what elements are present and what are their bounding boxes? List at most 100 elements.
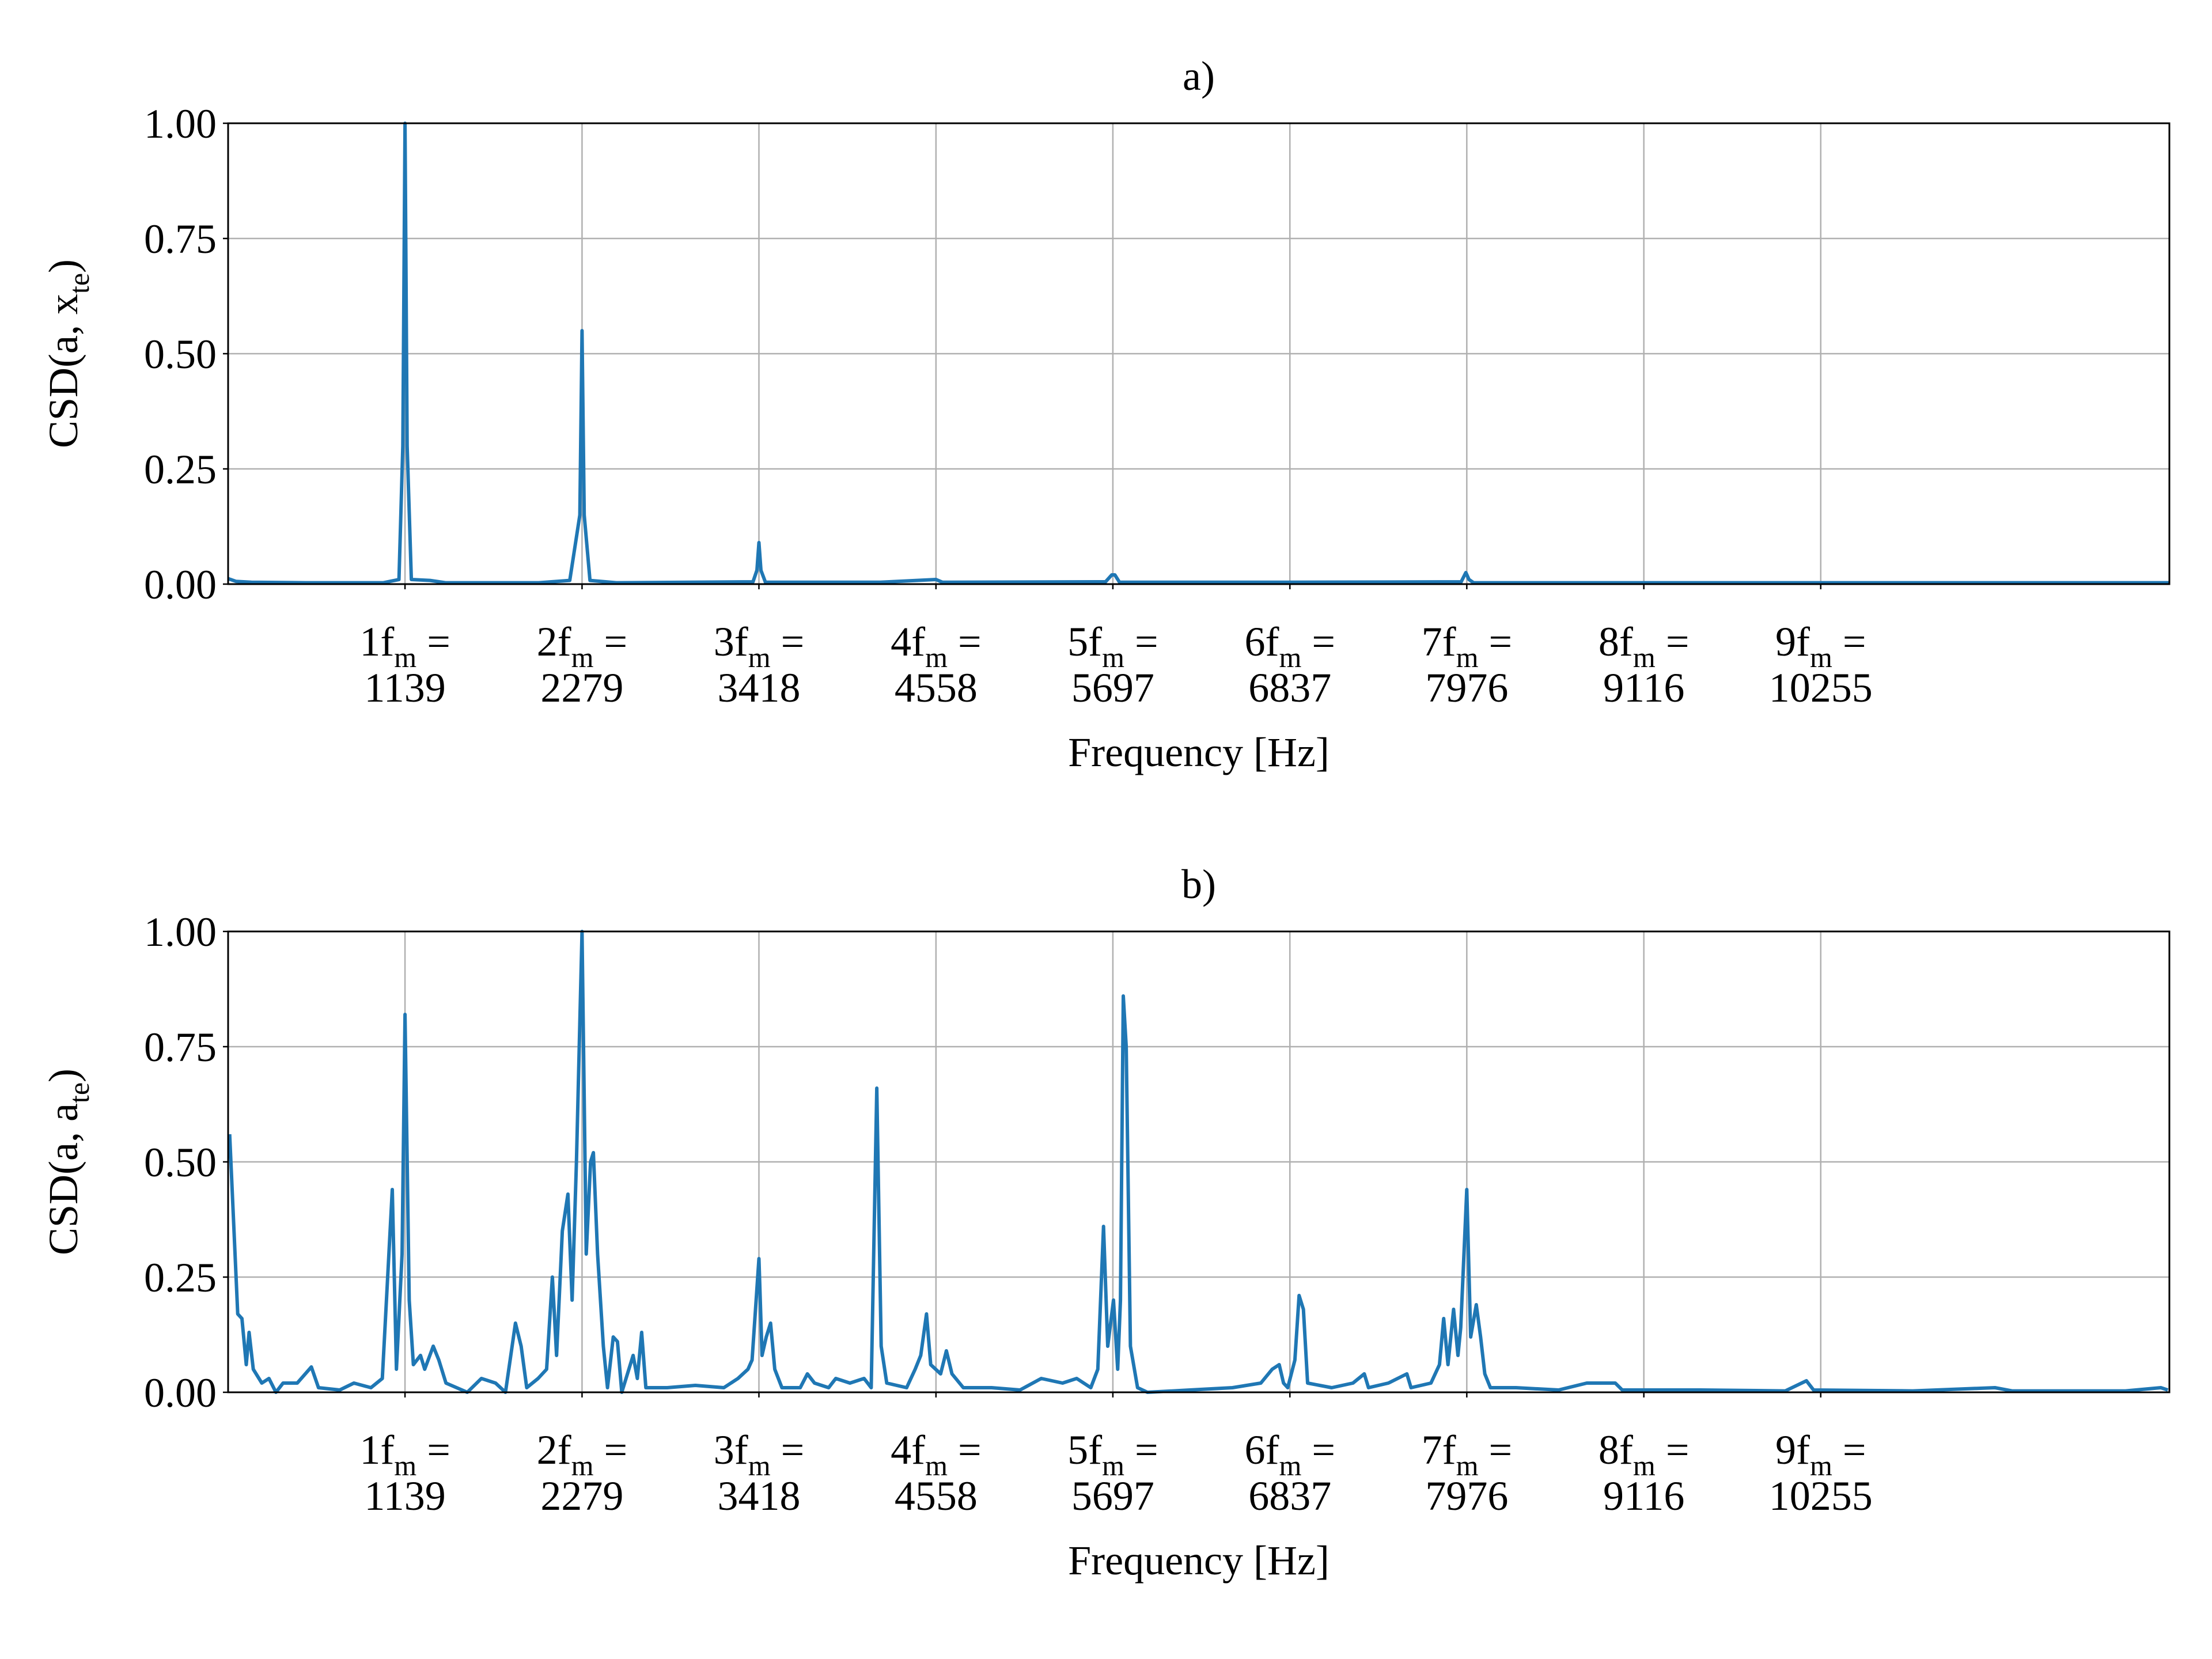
- y-axis-label-tail: ): [40, 259, 86, 273]
- x-tick-label-tail: =: [1478, 1427, 1512, 1473]
- x-tick-label: 4fm =: [891, 619, 982, 673]
- x-tick-label-sub: m: [1456, 641, 1479, 673]
- x-tick-label-number: 6837: [1248, 1473, 1331, 1519]
- x-tick-label-number: 2279: [540, 1473, 623, 1519]
- x-tick-label-sub: m: [1102, 641, 1124, 673]
- x-tick-label: 4fm =: [891, 1427, 982, 1482]
- y-axis-label: CSD(a, xte): [40, 259, 95, 448]
- x-tick-label-tail: =: [1124, 1427, 1158, 1473]
- x-tick-label: 9fm =: [1775, 1427, 1866, 1482]
- x-tick-label-sub: m: [1810, 1449, 1832, 1482]
- x-tick-label-lead: 3f: [714, 1427, 748, 1473]
- x-tick-label-number: 1139: [364, 1473, 445, 1519]
- x-tick-label-tail: =: [771, 1427, 805, 1473]
- data-line: [227, 122, 2169, 585]
- x-tick-label-tail: =: [1301, 619, 1335, 665]
- y-axis-label-lead: CSD(a, x: [40, 294, 86, 448]
- x-tick-label-sub: m: [748, 641, 771, 673]
- x-tick-label-lead: 6f: [1245, 1427, 1279, 1473]
- plot-frame: [227, 930, 2171, 1393]
- data-line: [228, 930, 2169, 1394]
- x-tick-label-number: 10255: [1769, 665, 1873, 711]
- x-axis-label: Frequency [Hz]: [1068, 1537, 1330, 1584]
- y-tick-label: 0.75: [144, 1024, 217, 1070]
- x-tick-label-sub: m: [1279, 641, 1301, 673]
- x-tick-label-lead: 2f: [537, 619, 571, 665]
- chart-title: b): [1181, 861, 1216, 907]
- x-tick-label: 7fm =: [1422, 1427, 1513, 1482]
- x-tick-label: 1fm =: [359, 619, 450, 673]
- y-tick-label: 0.25: [144, 1255, 217, 1301]
- x-tick-label: 2fm =: [537, 1427, 628, 1482]
- x-tick-label-lead: 4f: [891, 619, 925, 665]
- y-tick-label: 0.75: [144, 216, 217, 262]
- x-tick-label-lead: 8f: [1599, 1427, 1633, 1473]
- x-tick-label-tail: =: [1656, 1427, 1690, 1473]
- x-tick-label-sub: m: [394, 1449, 416, 1482]
- x-tick-label-lead: 9f: [1775, 1427, 1810, 1473]
- x-tick-label-number: 4558: [895, 1473, 978, 1519]
- x-tick-label: 6fm =: [1245, 619, 1336, 673]
- x-tick-label: 1fm =: [359, 1427, 450, 1482]
- y-axis-label-tail: ): [40, 1069, 86, 1082]
- plot-frame: [227, 122, 2171, 585]
- x-tick-label-tail: =: [1832, 619, 1866, 665]
- x-tick-label-number: 3418: [717, 665, 800, 711]
- y-axis-label-sub: te: [63, 1082, 95, 1103]
- x-tick-label-number: 7976: [1425, 665, 1508, 711]
- x-tick-label: 5fm =: [1067, 1427, 1158, 1482]
- x-tick-label-sub: m: [925, 641, 948, 673]
- x-tick-label-lead: 8f: [1599, 619, 1633, 665]
- x-tick-label: 8fm =: [1599, 1427, 1690, 1482]
- x-tick-label-number: 4558: [895, 665, 978, 711]
- y-tick-label: 0.00: [144, 1370, 217, 1416]
- x-tick-label-tail: =: [1478, 619, 1512, 665]
- x-tick-label-tail: =: [594, 1427, 628, 1473]
- x-tick-label-sub: m: [1102, 1449, 1124, 1482]
- x-tick-label-tail: =: [1124, 619, 1158, 665]
- x-tick-label-lead: 7f: [1422, 619, 1456, 665]
- y-tick-label: 0.25: [144, 446, 217, 493]
- y-axis-label-sub: te: [63, 273, 95, 294]
- chart-title: a): [1183, 53, 1215, 99]
- x-tick-label: 6fm =: [1245, 1427, 1336, 1482]
- x-tick-label-number: 5697: [1071, 665, 1154, 711]
- x-tick-label-sub: m: [571, 641, 594, 673]
- x-tick-label: 9fm =: [1775, 619, 1866, 673]
- x-tick-label-lead: 5f: [1067, 619, 1102, 665]
- y-tick-label: 1.00: [144, 909, 217, 955]
- x-tick-label-sub: m: [1633, 1449, 1656, 1482]
- x-tick-label-lead: 7f: [1422, 1427, 1456, 1473]
- x-tick-label: 8fm =: [1599, 619, 1690, 673]
- y-tick-label: 0.00: [144, 562, 217, 608]
- y-tick-label: 0.50: [144, 331, 217, 377]
- x-axis-label: Frequency [Hz]: [1068, 729, 1330, 775]
- x-tick-label-sub: m: [1279, 1449, 1301, 1482]
- x-tick-label-number: 2279: [540, 665, 623, 711]
- x-tick-label-lead: 1f: [359, 619, 394, 665]
- x-tick-label-number: 9116: [1603, 1473, 1684, 1519]
- x-tick-label-number: 9116: [1603, 665, 1684, 711]
- x-tick-label-tail: =: [1301, 1427, 1335, 1473]
- x-tick-label-lead: 3f: [714, 619, 748, 665]
- x-tick-label-sub: m: [748, 1449, 771, 1482]
- x-tick-label-sub: m: [1810, 641, 1832, 673]
- x-tick-label-number: 10255: [1769, 1473, 1873, 1519]
- x-tick-label: 5fm =: [1067, 619, 1158, 673]
- x-tick-label-tail: =: [416, 619, 450, 665]
- x-tick-label-number: 5697: [1071, 1473, 1154, 1519]
- x-tick-label-tail: =: [948, 619, 982, 665]
- x-tick-label-lead: 1f: [359, 1427, 394, 1473]
- x-tick-label-sub: m: [394, 641, 416, 673]
- y-axis-label-lead: CSD(a, a: [40, 1103, 86, 1255]
- x-tick-label-tail: =: [1656, 619, 1690, 665]
- x-tick-label-lead: 5f: [1067, 1427, 1102, 1473]
- x-tick-label: 2fm =: [537, 619, 628, 673]
- y-tick-label: 0.50: [144, 1139, 217, 1185]
- x-tick-label-number: 1139: [364, 665, 445, 711]
- x-tick-label-lead: 2f: [537, 1427, 571, 1473]
- x-tick-label-tail: =: [416, 1427, 450, 1473]
- x-tick-label: 3fm =: [714, 619, 805, 673]
- x-tick-label-lead: 6f: [1245, 619, 1279, 665]
- x-tick-label-number: 6837: [1248, 665, 1331, 711]
